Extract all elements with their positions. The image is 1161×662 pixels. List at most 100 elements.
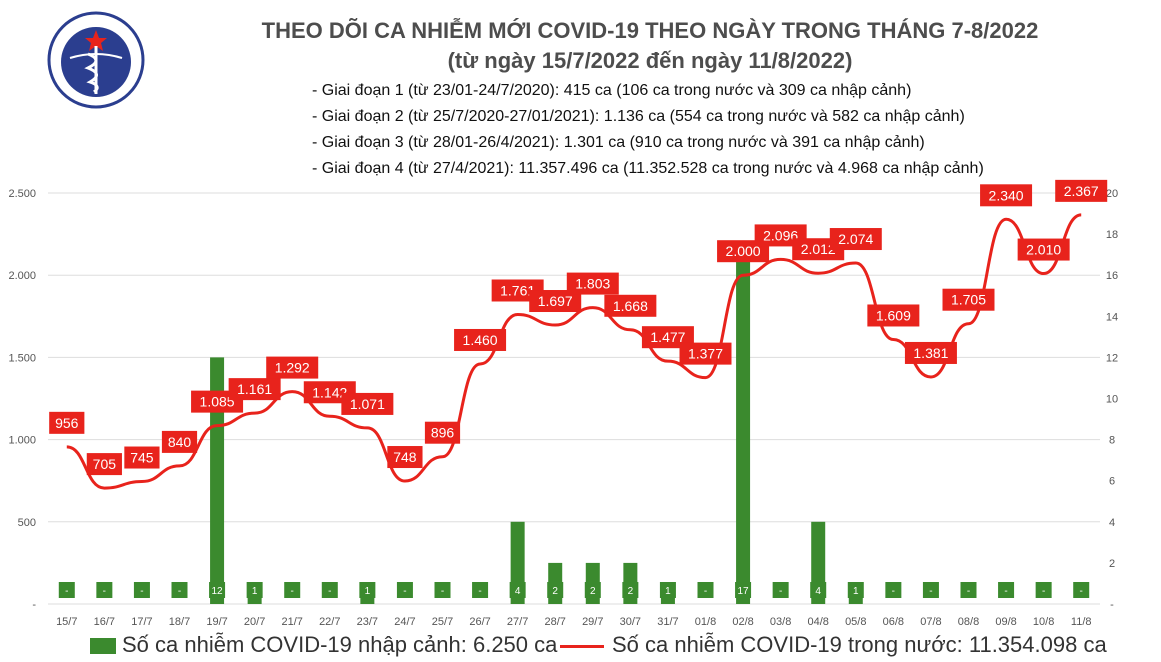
bar-label-box — [133, 582, 150, 598]
bar-label-box — [659, 582, 676, 598]
bar-label-box — [359, 582, 376, 598]
bar-value-label: 17 — [738, 586, 750, 597]
x-axis-tick-label: 23/7 — [357, 616, 378, 628]
right-axis-tick-label: 18 — [1106, 229, 1118, 241]
line-value-label: 2.012 — [801, 241, 836, 257]
bar-label-box — [847, 582, 864, 598]
bar — [736, 254, 751, 604]
x-axis-tick-label: 19/7 — [206, 616, 227, 628]
line-value-label: 1.761 — [500, 282, 535, 298]
bar-label-box — [885, 582, 902, 598]
line-value-label: 1.460 — [463, 332, 498, 348]
bar-value-label: 1 — [853, 586, 859, 597]
line-value-label: 840 — [168, 434, 192, 450]
bar-value-label: - — [929, 586, 932, 597]
phase-note-4: - Giai đoạn 4 (từ 27/4/2021): 11.357.496… — [312, 160, 984, 177]
line-value-label: 1.803 — [575, 276, 610, 292]
x-axis-tick-label: 21/7 — [282, 616, 303, 628]
x-axis-tick-label: 01/8 — [695, 616, 716, 628]
line-label-box — [228, 378, 281, 401]
x-axis-tick-label: 02/8 — [732, 616, 753, 628]
legend-item-domestic: Số ca nhiễm COVID-19 trong nước: 11.354.… — [560, 632, 1107, 658]
right-axis-tick-label: 2 — [1109, 558, 1115, 570]
line-label-box — [341, 392, 394, 415]
bar-value-label: 2 — [590, 586, 596, 597]
line-value-label: 2.096 — [763, 227, 798, 243]
x-axis-tick-label: 25/7 — [432, 616, 453, 628]
x-axis-tick-label: 20/7 — [244, 616, 265, 628]
bar-value-label: - — [967, 586, 970, 597]
line-label-box — [980, 184, 1033, 207]
bar-label-box — [922, 582, 939, 598]
x-axis-tick-label: 10/8 — [1033, 616, 1054, 628]
phase-note-2: - Giai đoạn 2 (từ 25/7/2020-27/01/2021):… — [312, 108, 965, 125]
phase-note-3: - Giai đoạn 3 (từ 28/01-26/4/2021): 1.30… — [312, 134, 925, 151]
bar-label-box — [697, 582, 714, 598]
bar-label-box — [171, 582, 188, 598]
bar-value-label: - — [779, 586, 782, 597]
right-axis-tick-label: 20 — [1106, 188, 1118, 200]
bar-value-label: - — [178, 586, 181, 597]
x-axis-tick-label: 27/7 — [507, 616, 528, 628]
line-value-label: 896 — [431, 425, 455, 441]
line-value-label: 2.074 — [838, 231, 873, 247]
left-axis-tick-label: 500 — [18, 517, 36, 529]
bar-value-label: - — [140, 586, 143, 597]
line-value-label: 1.377 — [688, 346, 723, 362]
line-label-box — [679, 342, 732, 365]
bar-label-box — [509, 582, 526, 598]
chart-title: THEO DÕI CA NHIỄM MỚI COVID-19 THEO NGÀY… — [200, 16, 1100, 76]
legend-line-swatch — [560, 644, 604, 648]
bar-value-label: 4 — [815, 586, 821, 597]
line-value-label: 956 — [55, 415, 79, 431]
line-label-box — [266, 356, 319, 379]
bar-label-box — [735, 582, 752, 598]
bar-value-label: - — [1042, 586, 1045, 597]
bar-value-label: - — [704, 586, 707, 597]
bar-label-box — [772, 582, 789, 598]
domestic-cases-line — [66, 213, 1082, 490]
line-value-label: 1.697 — [538, 293, 573, 309]
line-value-label: 705 — [93, 456, 117, 472]
line-label-box — [86, 453, 122, 476]
bar-label-box — [622, 582, 639, 598]
legend-label-domestic: Số ca nhiễm COVID-19 trong nước: 11.354.… — [612, 632, 1107, 657]
left-axis-tick-label: 1.000 — [8, 435, 36, 447]
x-axis-tick-label: 30/7 — [620, 616, 641, 628]
bar-label-box — [321, 582, 338, 598]
bar-value-label: 12 — [212, 586, 224, 597]
bar-label-box — [472, 582, 489, 598]
bar-value-label: - — [291, 586, 294, 597]
bar-label-box — [434, 582, 451, 598]
bar-value-label: - — [1080, 586, 1083, 597]
line-label-box — [49, 411, 85, 434]
x-axis-tick-label: 08/8 — [958, 616, 979, 628]
right-axis-tick-label: 4 — [1109, 517, 1115, 529]
line-value-label: 1.161 — [237, 381, 272, 397]
line-value-label: 1.609 — [876, 307, 911, 323]
line-label-box — [829, 228, 882, 251]
bar-value-label: 1 — [365, 586, 371, 597]
bar-value-label: - — [441, 586, 444, 597]
chart-legend: Số ca nhiễm COVID-19 nhập cảnh: 6.250 ca… — [90, 632, 1150, 660]
line-value-label: 1.668 — [613, 298, 648, 314]
line-value-label: 1.381 — [913, 345, 948, 361]
line-label-box — [604, 294, 657, 317]
legend-label-imported: Số ca nhiễm COVID-19 nhập cảnh: 6.250 ca — [122, 632, 558, 657]
line-label-box — [387, 446, 423, 469]
line-value-label: 2.010 — [1026, 242, 1061, 258]
left-axis-tick-label: 1.500 — [8, 352, 36, 364]
line-label-box — [867, 304, 920, 327]
bar-label-box — [284, 582, 301, 598]
covid-chart: -5001.0001.5002.0002.500-246810121416182… — [8, 179, 1118, 628]
left-axis-tick-label: 2.000 — [8, 270, 36, 282]
bar-label-box — [396, 582, 413, 598]
bar-value-label: 4 — [515, 586, 521, 597]
chart-title-line1: THEO DÕI CA NHIỄM MỚI COVID-19 THEO NGÀY… — [261, 18, 1039, 43]
bar-label-box — [960, 582, 977, 598]
line-value-label: 1.071 — [350, 396, 385, 412]
line-label-box — [566, 272, 619, 295]
line-label-box — [904, 341, 957, 364]
phase-notes: - Giai đoạn 1 (từ 23/01-24/7/2020): 415 … — [312, 78, 1112, 182]
phase-note-1: - Giai đoạn 1 (từ 23/01-24/7/2020): 415 … — [312, 82, 912, 99]
